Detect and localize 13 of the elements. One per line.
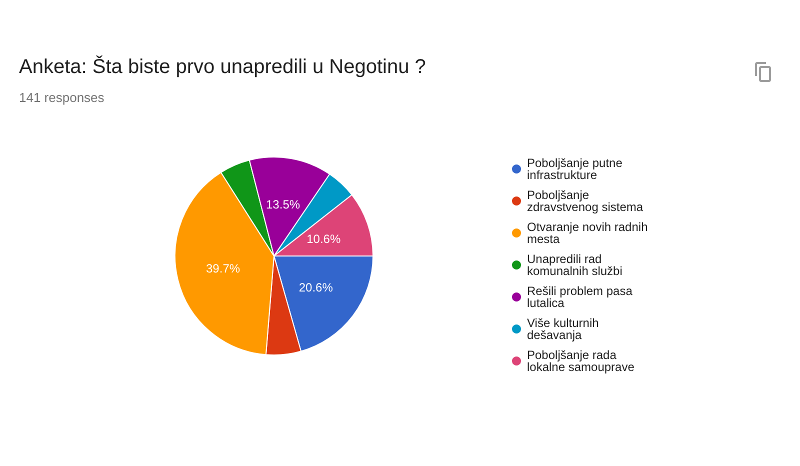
legend-label: Rešili problem pasa lutalica bbox=[527, 284, 636, 310]
data-label: 39.7% bbox=[206, 262, 240, 276]
legend-label: Unapredili rad komunalnih službi bbox=[527, 252, 622, 278]
data-label: 10.6% bbox=[306, 232, 341, 246]
text: 141 responses bbox=[19, 90, 105, 105]
data-label: 20.6% bbox=[298, 280, 334, 295]
legend-label: Poboljšanje zdravstvenog sistema bbox=[527, 188, 644, 214]
legend-label: Poboljšanje rada lokalne samouprave bbox=[527, 348, 635, 374]
legend-label: Otvaranje novih radnih mesta bbox=[527, 220, 652, 246]
legend-label: Više kulturnih dešavanja bbox=[527, 316, 602, 342]
data-label: 13.5% bbox=[266, 197, 300, 212]
chart-title: Anketa: Šta biste prvo unapredili u Negotinu ? bbox=[19, 55, 426, 78]
legend-label: Poboljšanje putne infrastrukture bbox=[527, 156, 626, 182]
